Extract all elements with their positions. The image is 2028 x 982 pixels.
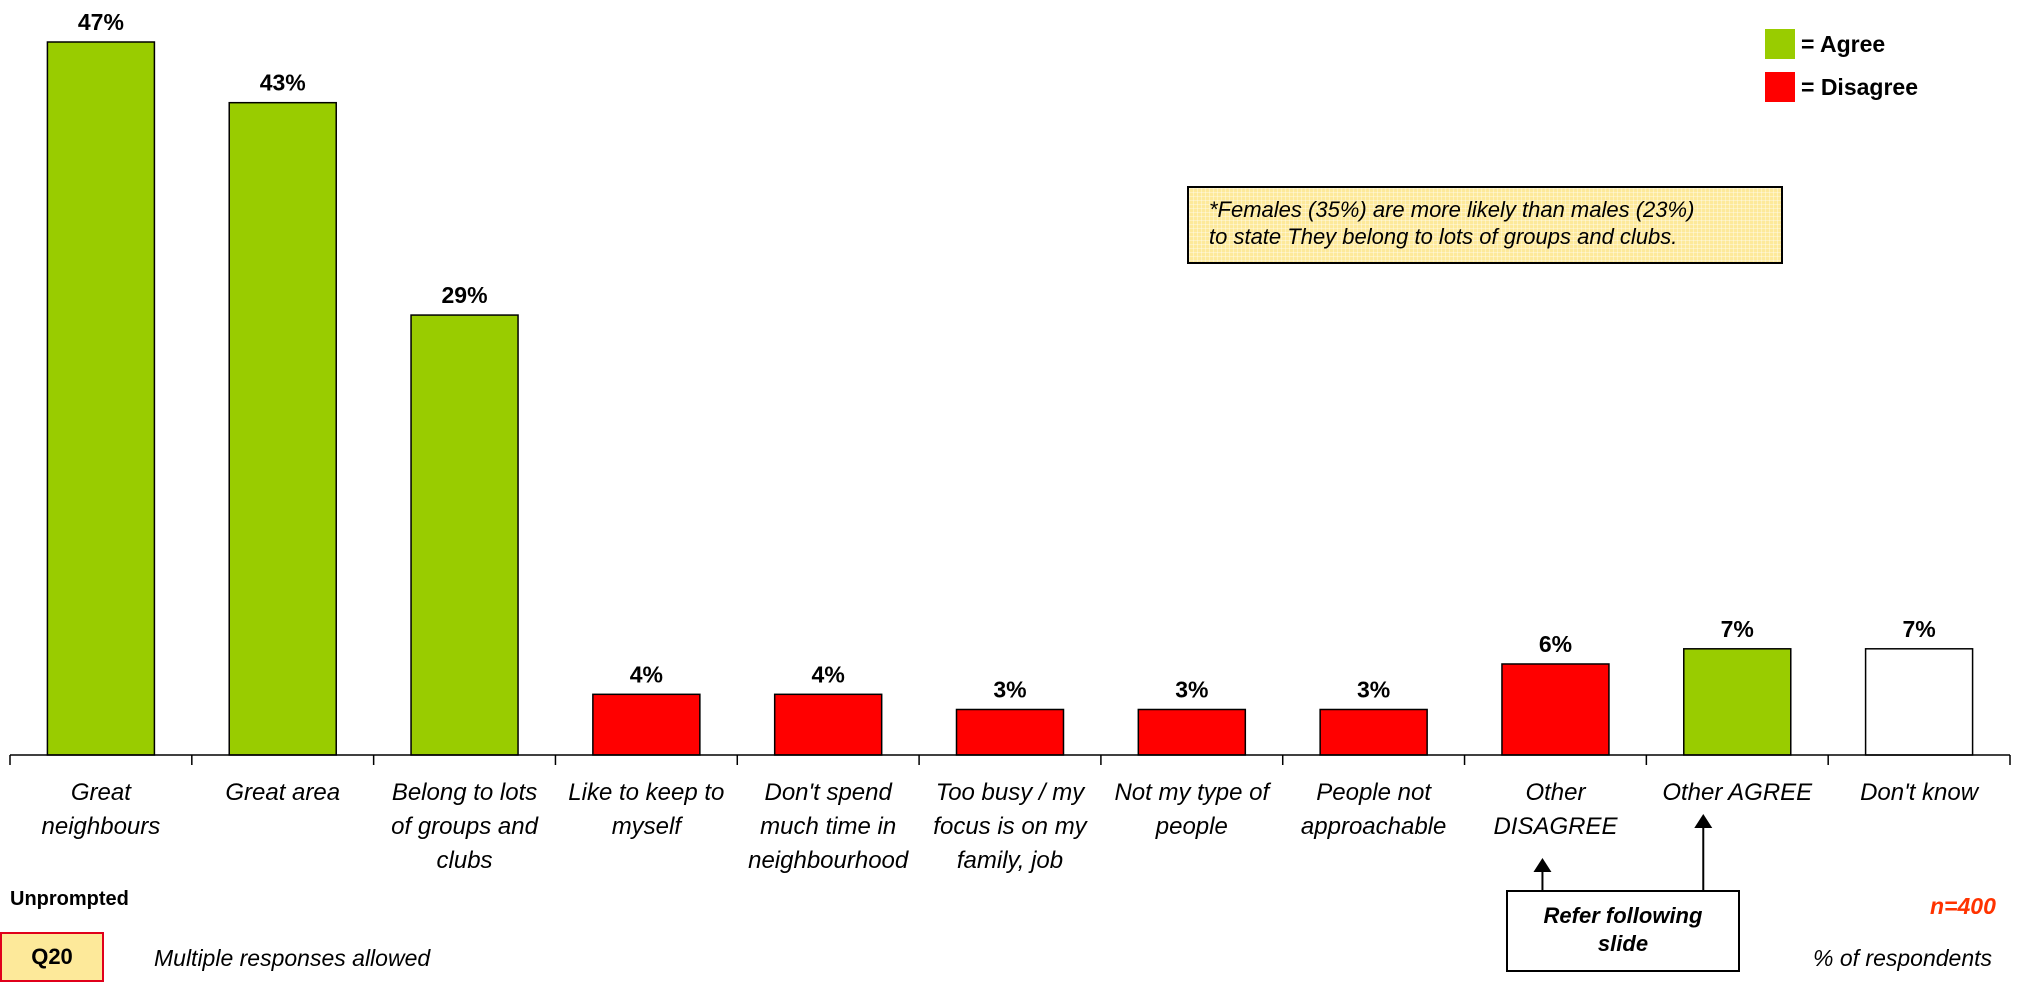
category-label-4: Don't spend much time in neighbourhood bbox=[748, 779, 909, 874]
refer-line-2: slide bbox=[1597, 931, 1649, 956]
category-label-8: Other DISAGREE bbox=[1493, 779, 1618, 840]
bar-9 bbox=[1683, 648, 1792, 756]
arrow-other-agree-head bbox=[1694, 814, 1713, 828]
legend-label-disagree: = Disagree bbox=[1801, 73, 1918, 100]
bar-2 bbox=[410, 314, 519, 756]
value-labels-group: 47% 43% 29% 4% 4% 3% 3% 3% 6% 7% 7% bbox=[78, 9, 1936, 702]
note-line-2: to state They belong to lots of groups a… bbox=[1209, 224, 1678, 249]
value-label-8: 6% bbox=[1539, 631, 1572, 657]
x-axis bbox=[9, 754, 2011, 765]
bar-6 bbox=[1137, 708, 1247, 756]
value-label-7: 3% bbox=[1357, 676, 1390, 702]
value-label-2: 29% bbox=[442, 282, 488, 308]
value-label-6: 3% bbox=[1175, 676, 1208, 702]
category-label-7: People not approachable bbox=[1301, 779, 1446, 840]
category-label-5: Too busy / my focus is on my family, job bbox=[933, 779, 1088, 874]
value-label-1: 43% bbox=[260, 70, 306, 96]
bar-1 bbox=[228, 101, 337, 756]
bar-4 bbox=[773, 693, 883, 756]
bar-10 bbox=[1864, 648, 1974, 756]
bars-group bbox=[46, 41, 1974, 756]
value-label-5: 3% bbox=[993, 676, 1026, 702]
category-label-1: Great area bbox=[225, 779, 340, 806]
legend-swatch-disagree bbox=[1765, 72, 1795, 102]
legend-label-agree: = Agree bbox=[1801, 30, 1886, 57]
gender-note-box: *Females (35%) are more likely than male… bbox=[1187, 186, 1783, 264]
bar-8 bbox=[1501, 663, 1610, 756]
bar-5 bbox=[955, 708, 1065, 756]
bar-7 bbox=[1319, 708, 1428, 756]
category-label-6: Not my type of people bbox=[1114, 779, 1271, 840]
unprompted-label: Unprompted bbox=[10, 888, 129, 910]
legend-item-agree: = Agree bbox=[1765, 29, 1885, 59]
value-label-10: 7% bbox=[1902, 616, 1935, 642]
multiple-responses-note: Multiple responses allowed bbox=[154, 945, 431, 971]
category-labels-group: Great neighbours Great area Belong to lots o… bbox=[42, 779, 1980, 874]
value-label-4: 4% bbox=[812, 661, 845, 687]
category-label-9: Other AGREE bbox=[1662, 779, 1813, 806]
category-label-0: Great neighbours bbox=[42, 779, 161, 840]
value-label-9: 7% bbox=[1721, 616, 1754, 642]
bar-0 bbox=[46, 41, 156, 756]
value-label-3: 4% bbox=[630, 661, 663, 687]
category-label-2: Belong to lots of groups and clubs bbox=[391, 779, 538, 874]
respondents-label: % of respondents bbox=[1813, 945, 1993, 971]
note-line-1: *Females (35%) are more likely than male… bbox=[1209, 197, 1695, 222]
category-label-10: Don't know bbox=[1860, 779, 1980, 806]
refer-following-slide-box: Refer following slide bbox=[1506, 890, 1740, 972]
arrow-other-disagree-head bbox=[1533, 858, 1552, 872]
refer-arrows bbox=[1533, 814, 1713, 890]
legend-item-disagree: = Disagree bbox=[1765, 72, 1918, 102]
category-label-3: Like to keep to myself bbox=[568, 779, 724, 840]
value-label-0: 47% bbox=[78, 9, 124, 35]
legend-swatch-agree bbox=[1765, 29, 1795, 59]
question-badge: Q20 bbox=[0, 932, 104, 982]
bar-3 bbox=[592, 693, 701, 756]
sample-size-label: n=400 bbox=[1930, 893, 1996, 919]
refer-line-1: Refer following bbox=[1543, 903, 1703, 928]
